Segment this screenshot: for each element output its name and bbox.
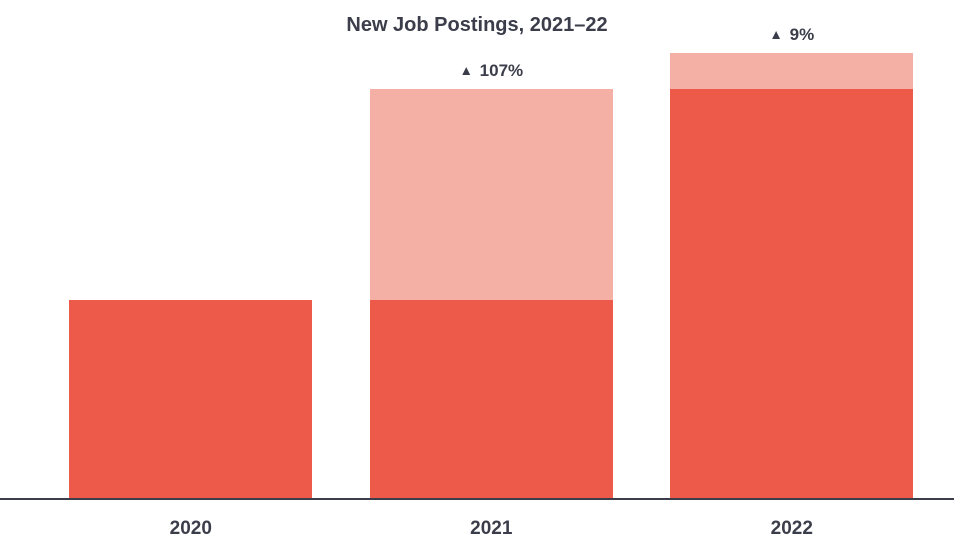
bar-segment bbox=[670, 89, 913, 499]
up-triangle-icon: ▲ bbox=[459, 63, 472, 78]
delta-label: ▲ 107% bbox=[370, 61, 613, 81]
delta-value: 9% bbox=[790, 25, 815, 44]
up-triangle-icon: ▲ bbox=[769, 27, 782, 42]
bar-group-2021: ▲ 107% bbox=[370, 48, 613, 498]
bar-segment bbox=[69, 300, 312, 498]
bar-segment bbox=[370, 89, 613, 301]
delta-value: 107% bbox=[480, 61, 523, 80]
bar-group-2020 bbox=[69, 48, 312, 498]
bar-group-2022: ▲ 9% bbox=[670, 48, 913, 498]
x-axis-label: 2022 bbox=[670, 518, 913, 540]
x-axis-labels: 2020 2021 2022 bbox=[0, 500, 954, 558]
bar-segment bbox=[670, 53, 913, 89]
chart-container: New Job Postings, 2021–22 ▲ 107%▲ 9% 202… bbox=[0, 0, 954, 558]
plot-area: ▲ 107% ▲ 9% bbox=[0, 48, 954, 500]
x-axis-label: 2021 bbox=[370, 518, 613, 540]
x-axis-label: 2020 bbox=[69, 518, 312, 540]
bar-segment bbox=[370, 300, 613, 498]
delta-label: ▲ 9% bbox=[670, 25, 913, 45]
